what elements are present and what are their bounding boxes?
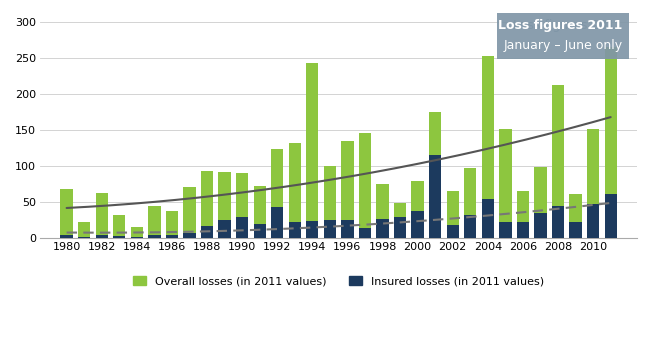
Bar [201,226,213,238]
Bar [429,112,441,238]
Bar [306,62,318,238]
Bar [517,222,529,238]
Bar [254,186,266,238]
Bar [394,217,406,238]
Bar [166,211,178,238]
Bar [604,47,617,238]
Bar [604,194,617,238]
Bar [587,129,599,238]
Bar [499,129,512,238]
Bar [535,213,546,238]
Bar [271,149,284,238]
Legend: Overall losses (in 2011 values), Insured losses (in 2011 values): Overall losses (in 2011 values), Insured… [128,272,549,291]
Bar [587,204,599,238]
Bar [324,166,336,238]
Bar [183,187,196,238]
Bar [464,168,477,238]
Bar [447,225,459,238]
Bar [113,236,125,238]
Bar [341,141,353,238]
Bar [254,224,266,238]
Bar [359,228,371,238]
Bar [552,206,564,238]
Text: Loss figures 2011: Loss figures 2011 [498,20,623,32]
Bar [218,172,231,238]
Bar [535,167,546,238]
Bar [96,193,108,238]
Bar [236,217,248,238]
Bar [411,211,424,238]
Bar [569,222,582,238]
Bar [324,220,336,238]
Bar [394,203,406,238]
Bar [517,192,529,238]
Bar [61,235,73,238]
Bar [218,220,231,238]
Bar [464,215,477,238]
Bar [376,184,389,238]
Bar [447,192,459,238]
Bar [341,220,353,238]
Bar [148,235,160,238]
Bar [113,215,125,238]
Bar [552,85,564,238]
Bar [289,143,301,238]
Bar [78,222,91,238]
Bar [499,222,512,238]
Bar [201,171,213,238]
Bar [482,56,494,238]
Bar [482,199,494,238]
Bar [61,189,73,238]
Bar [236,173,248,238]
Bar [271,207,284,238]
Bar [148,206,160,238]
Bar [130,227,143,238]
Bar [183,233,196,238]
Text: January – June only: January – June only [503,20,623,52]
Bar [359,133,371,238]
Bar [96,235,108,238]
Bar [411,181,424,238]
Bar [306,221,318,238]
Bar [376,219,389,238]
Bar [289,222,301,238]
Bar [569,194,582,238]
Bar [130,237,143,238]
Bar [78,237,91,238]
Bar [166,235,178,238]
Bar [429,155,441,238]
Text: Loss figures 2011
January – June only: Loss figures 2011 January – June only [503,20,623,52]
